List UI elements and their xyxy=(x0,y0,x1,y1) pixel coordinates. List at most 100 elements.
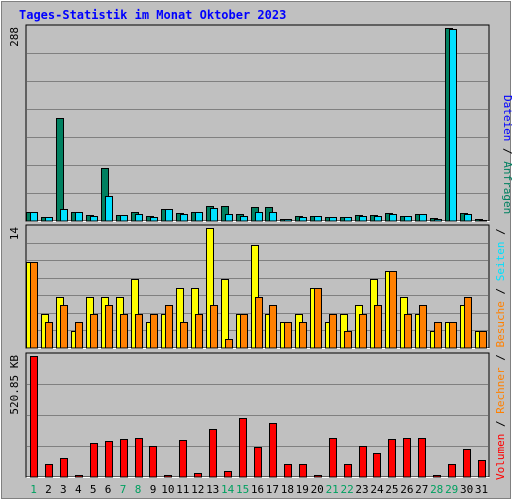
bar-volumen-day-9 xyxy=(149,446,157,478)
x-label-day-7: 7 xyxy=(120,483,127,496)
bar-besuche-day-20 xyxy=(314,288,322,349)
bar-volumen-day-25 xyxy=(388,439,396,478)
bar-volumen-day-4 xyxy=(75,475,83,478)
bar-volumen-day-24 xyxy=(373,453,381,478)
bar-dateien-day-10 xyxy=(165,209,173,222)
x-label-day-29: 29 xyxy=(445,483,458,496)
chart-title: Tages-Statistik im Monat Oktober 2023 xyxy=(19,8,286,22)
bar-volumen-day-6 xyxy=(105,441,113,478)
x-label-day-13: 13 xyxy=(206,483,219,496)
bar-besuche-day-16 xyxy=(255,297,263,349)
bar-besuche-day-17 xyxy=(269,305,277,349)
panel-top: 288 xyxy=(8,24,490,222)
bar-dateien-day-24 xyxy=(374,216,382,222)
right-legend-bottom: Volumen / Rechner / Besuche / Seiten / xyxy=(494,228,507,480)
x-label-day-4: 4 xyxy=(75,483,82,496)
bar-dateien-day-12 xyxy=(195,212,203,222)
panel-middle: 14 xyxy=(8,224,490,349)
bar-besuche-day-28 xyxy=(434,322,442,349)
bar-besuche-day-14 xyxy=(225,339,233,349)
x-label-day-2: 2 xyxy=(45,483,52,496)
x-label-day-27: 27 xyxy=(415,483,428,496)
x-label-day-14: 14 xyxy=(221,483,235,496)
x-label-day-19: 19 xyxy=(296,483,309,496)
bar-volumen-day-27 xyxy=(418,438,426,478)
bar-dateien-day-14 xyxy=(225,214,233,222)
right-legend-top: Dateien / Anfragen xyxy=(501,95,512,214)
legend-bottom-part-1: / xyxy=(494,414,507,434)
bar-volumen-day-15 xyxy=(239,418,247,478)
bar-besuche-day-29 xyxy=(449,322,457,349)
bar-besuche-day-10 xyxy=(165,305,173,349)
bar-besuche-day-11 xyxy=(180,322,188,349)
bar-besuche-day-2 xyxy=(45,322,53,349)
x-label-day-26: 26 xyxy=(400,483,413,496)
bar-dateien-day-1 xyxy=(30,212,38,222)
bar-dateien-day-27 xyxy=(419,214,427,222)
x-label-day-20: 20 xyxy=(311,483,324,496)
bar-volumen-day-10 xyxy=(164,475,172,478)
bar-besuche-day-1 xyxy=(30,262,38,349)
x-label-day-15: 15 xyxy=(236,483,249,496)
bar-dateien-day-8 xyxy=(135,214,143,222)
bar-besuche-day-8 xyxy=(135,314,143,349)
bar-dateien-day-11 xyxy=(180,214,188,222)
x-label-day-8: 8 xyxy=(135,483,142,496)
bar-dateien-day-29 xyxy=(449,29,457,222)
x-label-day-12: 12 xyxy=(191,483,204,496)
bar-volumen-day-8 xyxy=(135,438,143,478)
legend-bottom-part-0: Volumen xyxy=(494,434,507,480)
bar-dateien-day-18 xyxy=(284,219,292,222)
bar-volumen-day-16 xyxy=(254,447,262,478)
bar-seiten-day-14 xyxy=(221,279,229,349)
chart-panels: 288 14 520.85 KB xyxy=(8,24,490,478)
bar-volumen-day-19 xyxy=(299,464,307,478)
bar-volumen-day-14 xyxy=(224,471,232,478)
bar-dateien-day-7 xyxy=(120,215,128,222)
x-label-day-9: 9 xyxy=(150,483,157,496)
y-max-label-top: 288 xyxy=(8,27,21,47)
bar-volumen-day-26 xyxy=(403,438,411,478)
x-label-day-1: 1 xyxy=(30,483,37,496)
bar-dateien-day-20 xyxy=(314,216,322,222)
x-label-day-23: 23 xyxy=(355,483,368,496)
x-label-day-17: 17 xyxy=(266,483,279,496)
legend-top-part-1: / xyxy=(501,141,512,161)
x-label-day-3: 3 xyxy=(60,483,67,496)
bar-dateien-day-21 xyxy=(329,217,337,222)
bar-volumen-day-18 xyxy=(284,464,292,478)
bar-volumen-day-12 xyxy=(194,473,202,478)
legend-top-part-0: Dateien xyxy=(501,95,512,141)
bar-besuche-day-7 xyxy=(120,314,128,349)
legend-bottom-part-7: / xyxy=(494,228,507,241)
bar-besuche-day-15 xyxy=(240,314,248,349)
bar-besuche-day-25 xyxy=(389,271,397,349)
bar-besuche-day-5 xyxy=(90,314,98,349)
legend-bottom-part-3: / xyxy=(494,348,507,368)
x-label-day-31: 31 xyxy=(475,483,488,496)
legend-dateien-anfragen: Dateien / Anfragen xyxy=(501,95,512,214)
bar-besuche-day-26 xyxy=(404,314,412,349)
x-label-day-25: 25 xyxy=(385,483,398,496)
legend-volumen-rechner-besuche-seiten: Volumen / Rechner / Besuche / Seiten / xyxy=(494,228,507,480)
bar-volumen-day-7 xyxy=(120,439,128,478)
bar-dateien-day-31 xyxy=(479,220,487,222)
y-max-label-bottom: 520.85 KB xyxy=(8,355,21,415)
x-label-day-6: 6 xyxy=(105,483,112,496)
bar-dateien-day-30 xyxy=(464,214,472,222)
legend-bottom-part-5: / xyxy=(494,281,507,301)
bar-dateien-day-19 xyxy=(299,217,307,222)
x-label-day-5: 5 xyxy=(90,483,97,496)
bar-volumen-day-3 xyxy=(60,458,68,478)
x-label-day-18: 18 xyxy=(281,483,294,496)
bar-besuche-day-19 xyxy=(299,322,307,349)
bar-volumen-day-23 xyxy=(359,446,367,478)
bar-besuche-day-9 xyxy=(150,314,158,349)
bar-volumen-day-5 xyxy=(90,443,98,478)
bar-dateien-day-4 xyxy=(75,212,83,222)
bar-volumen-day-31 xyxy=(478,460,486,478)
x-label-day-10: 10 xyxy=(161,483,174,496)
bar-dateien-day-28 xyxy=(434,219,442,222)
